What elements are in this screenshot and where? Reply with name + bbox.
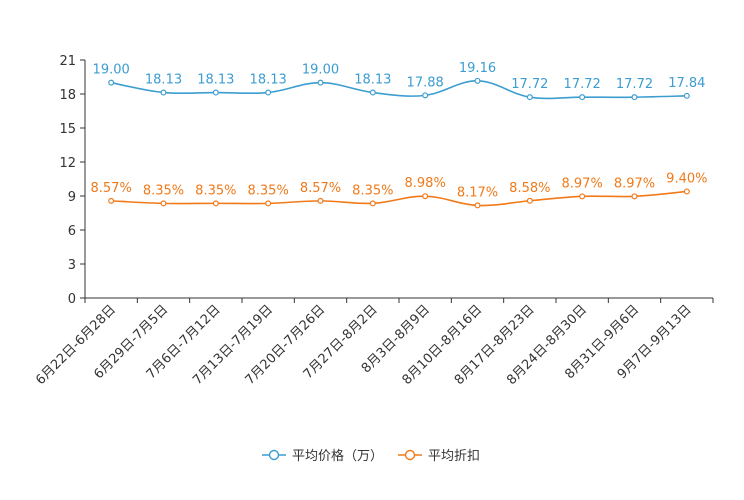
- y-tick-label: 21: [59, 54, 76, 69]
- series-0-point: [422, 92, 429, 99]
- y-tick-label: 3: [68, 258, 76, 273]
- legend-label-1: 平均折扣: [428, 449, 480, 464]
- series-1-data-label: 8.35%: [248, 183, 289, 198]
- series-layer: 19.00 18.13 18.13 18.13 19.00 18.13 17.88 19.16…: [91, 61, 707, 209]
- series-0-point: [265, 89, 272, 96]
- series-0-point: [212, 89, 219, 96]
- legend: 平均价格（万） 平均折扣: [262, 448, 480, 464]
- series-1-point: [108, 197, 115, 204]
- series-0-data-label: 18.13: [197, 73, 234, 88]
- series-1-point: [317, 197, 324, 204]
- series-0-data-label: 17.88: [407, 75, 444, 90]
- y-tick-label: 18: [59, 88, 76, 103]
- series-0-data-label: 18.13: [354, 73, 391, 88]
- series-0-data-label: 17.72: [511, 77, 548, 92]
- series-0-line: [111, 80, 687, 100]
- series-0-point: [317, 79, 324, 86]
- series-0-point: [369, 89, 376, 96]
- series-0-point: [579, 94, 586, 101]
- y-tick-label: 6: [68, 224, 76, 239]
- series-1-data-label: 8.57%: [300, 181, 341, 196]
- series-1: 8.57% 8.35% 8.35% 8.35% 8.57% 8.35% 8.98% 8.17%…: [91, 171, 707, 209]
- series-1-data-label: 8.35%: [195, 183, 236, 198]
- series-0-point: [160, 89, 167, 96]
- series-0-point: [474, 77, 481, 84]
- series-1-point: [579, 193, 586, 200]
- series-1-point: [422, 193, 429, 200]
- series-1-point: [369, 200, 376, 207]
- series-1-data-label: 8.35%: [352, 183, 393, 198]
- series-1-data-label: 9.40%: [666, 171, 707, 186]
- series-1-data-label: 8.97%: [614, 176, 655, 191]
- series-1-point: [265, 200, 272, 207]
- series-1-data-label: 8.97%: [562, 176, 603, 191]
- series-0-data-label: 19.16: [459, 61, 496, 76]
- series-0-point: [683, 92, 690, 99]
- axes: 0369121518216月22日-6月28日6月29日-7月5日7月6日-7月…: [33, 54, 714, 388]
- series-0-data-label: 17.72: [564, 77, 601, 92]
- series-1-point: [683, 188, 690, 195]
- series-0-data-label: 19.00: [93, 63, 130, 78]
- y-tick-label: 15: [59, 122, 76, 137]
- series-0-point: [108, 79, 115, 86]
- series-0-data-label: 17.72: [616, 77, 653, 92]
- y-tick-label: 9: [68, 190, 76, 205]
- series-1-point: [212, 200, 219, 207]
- series-1-data-label: 8.35%: [143, 183, 184, 198]
- legend-marker-icon: [404, 449, 416, 461]
- legend-marker-icon: [268, 449, 280, 461]
- series-1-point: [160, 200, 167, 207]
- series-0-data-label: 19.00: [302, 63, 339, 78]
- series-1-point: [631, 193, 638, 200]
- series-1-point: [526, 197, 533, 204]
- series-1-data-label: 8.58%: [509, 181, 550, 196]
- series-0-data-label: 17.84: [668, 76, 705, 91]
- series-1-data-label: 8.57%: [91, 181, 132, 196]
- series-1-line: [111, 190, 687, 207]
- series-0-point: [631, 94, 638, 101]
- legend-label-0: 平均价格（万）: [292, 448, 383, 464]
- series-0-data-label: 18.13: [250, 73, 287, 88]
- series-1-data-label: 8.17%: [457, 185, 498, 200]
- series-0-data-label: 18.13: [145, 73, 182, 88]
- y-tick-label: 12: [59, 156, 76, 171]
- series-0: 19.00 18.13 18.13 18.13 19.00 18.13 17.88 19.16…: [93, 61, 705, 101]
- y-tick-label: 0: [68, 292, 76, 307]
- series-1-point: [474, 202, 481, 209]
- series-0-point: [526, 94, 533, 101]
- series-1-data-label: 8.98%: [405, 176, 446, 191]
